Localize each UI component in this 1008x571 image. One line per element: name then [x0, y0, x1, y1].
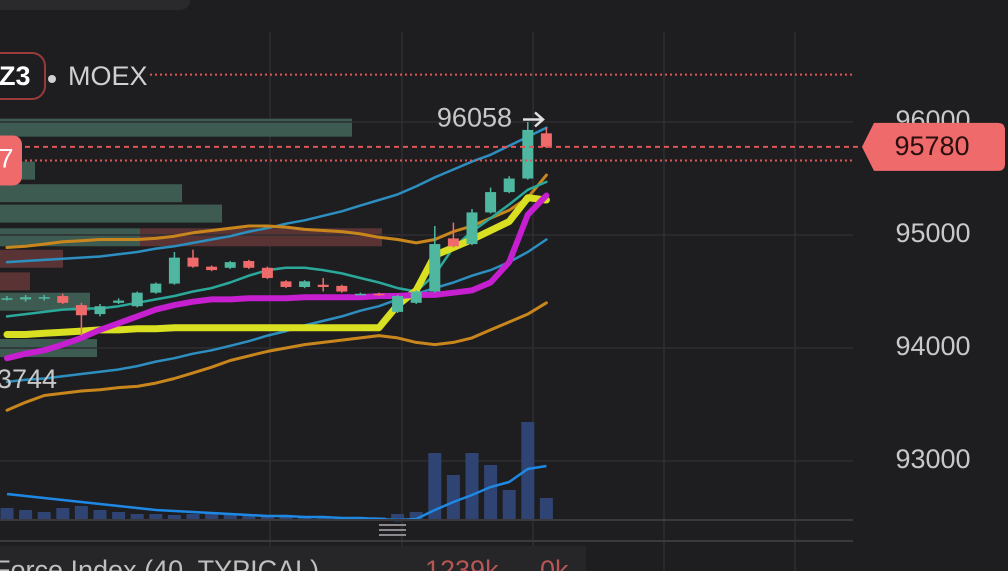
volume-bar — [74, 506, 88, 520]
candle-body — [243, 261, 255, 268]
volume-ma-line — [6, 464, 547, 522]
indicator-value: 1239k — [425, 555, 499, 571]
last-price-label: 95780 — [894, 131, 969, 161]
volume-bar — [428, 453, 442, 520]
volume-bar — [205, 514, 219, 520]
indicator-line — [4, 192, 550, 362]
profile-bar-up — [0, 118, 352, 137]
profile-bar-down — [0, 272, 30, 291]
candle-body — [150, 283, 162, 293]
candle-body — [522, 129, 534, 179]
volume-bar — [391, 514, 405, 520]
profile-bar-up — [0, 204, 222, 223]
volume-bar — [130, 514, 144, 520]
resize-handle[interactable] — [379, 524, 406, 536]
candle-body — [168, 257, 180, 284]
toolbar-edge — [0, 0, 190, 10]
indicator-title: Force Index (40, TYPICAL) — [0, 555, 319, 571]
volume-bar — [465, 453, 479, 520]
candle-body — [485, 192, 497, 213]
candle-body — [354, 293, 366, 296]
low-label: 3744 — [0, 364, 57, 394]
symbol: Z3 — [0, 61, 31, 91]
candle-body — [503, 178, 515, 193]
volume-bar — [539, 498, 553, 520]
candle-body — [113, 300, 125, 303]
profile-bar-up — [0, 184, 182, 203]
level-badge-label: 7 — [0, 144, 14, 174]
volume-bar — [0, 508, 14, 520]
high-label: 96058 — [437, 103, 512, 133]
volume-bar — [521, 422, 535, 520]
level-badge — [0, 135, 22, 186]
candle-body — [392, 296, 404, 312]
y-tick-label: 93000 — [895, 444, 970, 474]
indicator-value: 0k — [540, 555, 569, 571]
volume-bar — [446, 475, 460, 520]
volume-bar — [502, 490, 516, 520]
candle-body — [75, 305, 87, 316]
volume-bar — [223, 515, 237, 520]
candle-body — [429, 244, 441, 292]
volume-bar — [242, 515, 256, 520]
indicator-legend-bg — [0, 546, 586, 571]
volume-bar — [112, 512, 126, 520]
candle-body — [317, 284, 329, 288]
indicator-line — [5, 173, 548, 249]
candle-body — [206, 266, 218, 271]
candle-body — [447, 238, 459, 247]
candle-body — [131, 292, 143, 307]
candle-body — [224, 262, 236, 268]
candle-body — [336, 285, 348, 292]
y-tick-label: 94000 — [895, 331, 970, 361]
volume-bar — [484, 465, 498, 520]
exchange: MOEX — [68, 61, 148, 91]
candle-body — [94, 306, 106, 315]
symbol-badge[interactable] — [0, 52, 46, 100]
candle-body — [280, 281, 292, 288]
candle-body — [261, 267, 273, 278]
candle-body — [373, 293, 385, 296]
volume-bar — [19, 510, 33, 520]
indicator-line — [5, 238, 548, 384]
volume-bar — [279, 516, 293, 520]
candle-body — [57, 296, 69, 303]
candle-body — [466, 212, 478, 245]
candle-body — [38, 297, 50, 299]
volume-bar — [37, 512, 51, 520]
separator-dot — [48, 75, 56, 83]
candle-body — [299, 281, 311, 288]
y-tick-label: 95000 — [895, 218, 970, 248]
profile-bar-down — [0, 249, 63, 268]
volume-bar — [186, 514, 200, 520]
volume-bar — [93, 510, 107, 520]
volume-bar — [56, 508, 70, 520]
volume-bar — [409, 512, 423, 520]
last-price-badge — [862, 122, 1005, 171]
volume-bar — [167, 515, 181, 520]
candle-body — [187, 257, 199, 267]
candle-body — [410, 291, 422, 303]
volume-bar — [149, 514, 163, 520]
indicator-line — [5, 301, 548, 412]
candle-body — [540, 133, 552, 147]
profile-bar-up — [0, 228, 140, 247]
candle-body — [20, 297, 32, 300]
volume-bar — [316, 517, 330, 520]
high-arrow — [523, 111, 545, 128]
candle-body — [1, 298, 13, 300]
volume-bar — [260, 516, 274, 520]
